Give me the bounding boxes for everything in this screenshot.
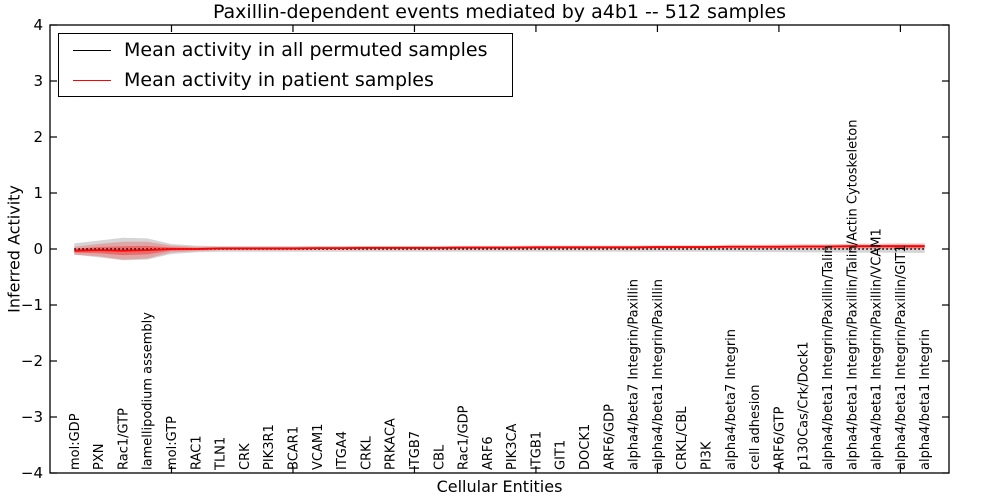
legend: Mean activity in all permuted samples Me…: [58, 33, 513, 97]
x-category-label: mol:GDP: [68, 413, 83, 470]
x-category-label: alpha4/beta1 Integrin/Paxillin/GIT1: [894, 244, 909, 470]
chart-title: Paxillin-dependent events mediated by a4…: [212, 1, 787, 23]
x-category-label: PI3K: [700, 441, 715, 470]
y-tick-label: −1: [21, 296, 43, 314]
y-tick-label: −2: [21, 352, 43, 370]
x-category-label: alpha4/beta1 Integrin/Paxillin/Talin/Act…: [845, 120, 860, 470]
legend-line-sample-permuted: [73, 49, 111, 51]
x-category-label: ARF6/GTP: [772, 406, 787, 470]
y-tick-label: 3: [33, 72, 43, 90]
legend-label-permuted: Mean activity in all permuted samples: [124, 39, 488, 61]
x-category-label: BCAR1: [286, 426, 301, 470]
x-category-label: PIK3CA: [505, 423, 520, 470]
x-category-label: PXN: [92, 444, 107, 470]
x-category-label: PRKACA: [384, 418, 399, 470]
y-tick-label: −3: [21, 408, 43, 426]
x-category-label: DOCK1: [578, 424, 593, 470]
x-category-label: cell adhesion: [748, 384, 763, 470]
x-category-label: Rac1/GTP: [116, 408, 131, 470]
legend-item-patient: Mean activity in patient samples: [59, 69, 512, 91]
x-category-label: alpha4/beta1 Integrin: [918, 329, 933, 470]
x-category-label: CRKL/CBL: [675, 406, 690, 470]
x-category-label: VCAM1: [311, 424, 326, 470]
y-tick-label: −4: [21, 464, 43, 482]
x-category-label: alpha4/beta7 Integrin/Paxillin: [627, 279, 642, 470]
x-category-label: RAC1: [189, 435, 204, 470]
x-category-label: ITGB1: [529, 431, 544, 470]
x-axis-label: Cellular Entities: [436, 477, 563, 496]
legend-item-permuted: Mean activity in all permuted samples: [59, 39, 512, 61]
x-category-label: ITGA4: [335, 431, 350, 470]
x-category-label: alpha4/beta1 Integrin/Paxillin/Talin: [821, 245, 836, 470]
series-line-patient: [74, 245, 925, 252]
y-tick-label: 1: [33, 184, 43, 202]
legend-line-sample-patient: [73, 79, 111, 81]
x-category-label: mol:GTP: [165, 416, 180, 470]
x-category-label: ARF6/GDP: [602, 404, 617, 470]
x-category-label: TLN1: [214, 437, 229, 471]
x-category-label: ARF6: [481, 436, 496, 470]
x-category-label: ITGB7: [408, 431, 423, 470]
x-category-label: alpha4/beta7 Integrin: [724, 329, 739, 470]
y-tick-label: 0: [33, 240, 43, 258]
x-category-label: GIT1: [554, 440, 569, 470]
x-category-label: Rac1/GDP: [457, 405, 472, 470]
x-category-label: alpha4/beta1 Integrin/Paxillin: [651, 279, 666, 470]
x-category-label: p130Cas/Crk/Dock1: [797, 341, 812, 470]
x-category-label: PIK3R1: [262, 424, 277, 470]
x-category-label: lamellipodium assembly: [141, 312, 156, 470]
x-category-label: CRK: [238, 443, 253, 470]
y-tick-label: 4: [33, 16, 43, 34]
x-category-label: CBL: [432, 444, 447, 470]
x-category-label: alpha4/beta1 Integrin/Paxillin/VCAM1: [870, 228, 885, 470]
x-category-label: CRKL: [359, 435, 374, 470]
y-axis-label: Inferred Activity: [4, 185, 24, 313]
y-tick-label: 2: [33, 128, 43, 146]
legend-label-patient: Mean activity in patient samples: [124, 69, 434, 91]
